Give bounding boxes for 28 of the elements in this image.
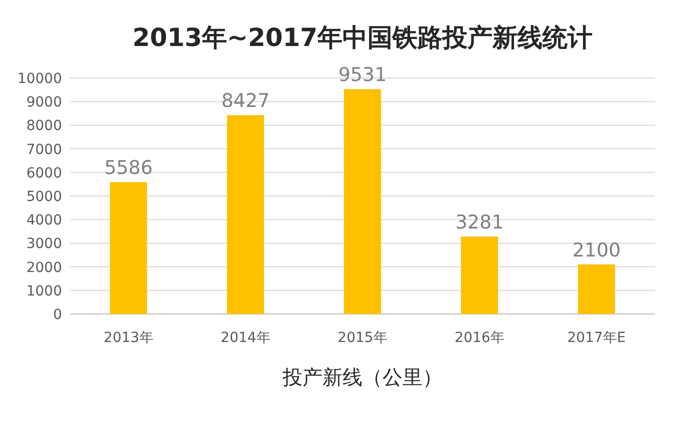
y-tick-label: 3000 <box>26 236 62 252</box>
x-tick-label: 2014年 <box>220 330 270 346</box>
y-tick-label: 2000 <box>26 260 62 276</box>
x-tick-label: 2013年 <box>104 330 154 346</box>
y-tick-label: 1000 <box>26 283 62 300</box>
bar <box>578 264 615 314</box>
y-tick-label: 8000 <box>26 118 62 134</box>
y-tick-label: 9000 <box>26 94 62 111</box>
data-label: 3281 <box>455 212 504 234</box>
y-tick-label: 0 <box>53 307 62 323</box>
data-label: 9531 <box>338 64 387 86</box>
bar <box>461 236 498 314</box>
y-tick-label: 10000 <box>17 71 62 87</box>
y-tick-label: 6000 <box>26 165 62 182</box>
chart-title: 2013年~2017年中国铁路投产新线统计 <box>132 23 593 52</box>
data-label: 2100 <box>572 239 621 262</box>
bar <box>227 115 264 314</box>
data-label: 8427 <box>221 90 270 112</box>
x-axis-title: 投产新线（公里） <box>282 365 442 389</box>
y-tick-label: 7000 <box>26 142 62 158</box>
y-tick-label: 4000 <box>26 212 62 229</box>
x-tick-label: 2017年E <box>567 330 626 346</box>
x-tick-label: 2016年 <box>454 330 504 346</box>
y-tick-label: 5000 <box>26 189 62 205</box>
data-label: 5586 <box>104 157 153 180</box>
bar <box>110 182 147 314</box>
x-tick-label: 2015年 <box>338 330 388 346</box>
bar <box>344 89 381 314</box>
